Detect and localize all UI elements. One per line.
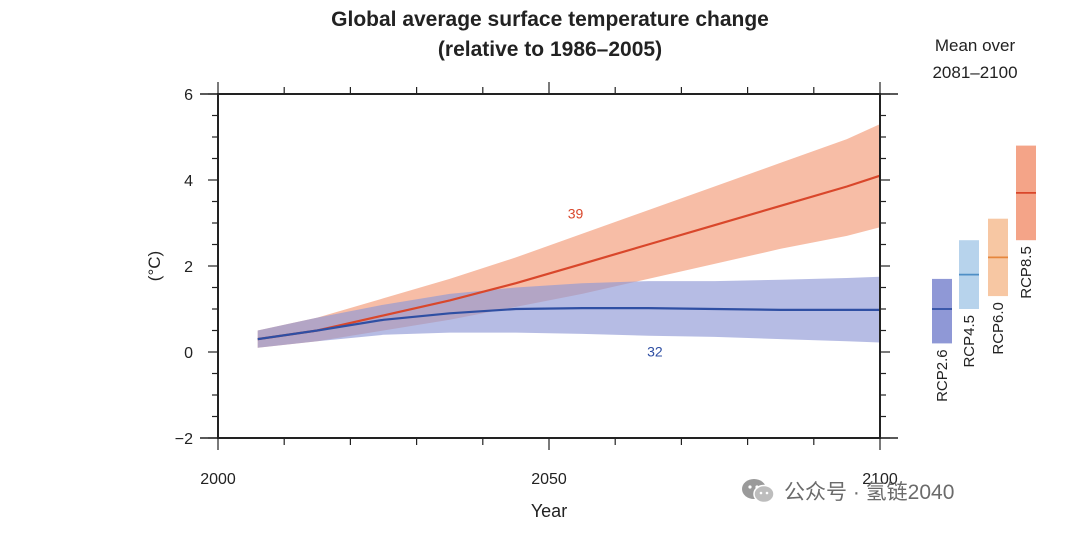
mean-line-rcp85 [257, 174, 881, 341]
annotation-rcp85-count: 39 [568, 206, 584, 222]
y-tick-label: −2 [175, 431, 193, 448]
side-bar-rcp26 [932, 278, 952, 344]
band-rcp26 [257, 276, 880, 348]
chart-title: Global average surface temperature chang… [331, 8, 769, 31]
annotation-rcp26-count: 32 [647, 343, 663, 359]
x-tick-label: 2050 [531, 471, 567, 488]
side-bar-label-rcp45: RCP4.5 [961, 315, 978, 368]
side-panel-title-line2: 2081–2100 [932, 63, 1018, 82]
side-bar-label-rcp26: RCP2.6 [934, 349, 951, 402]
y-tick-label: 4 [184, 173, 193, 190]
wechat-icon [742, 479, 775, 504]
side-bar-label-rcp60: RCP6.0 [990, 302, 1007, 355]
watermark: 公众号 · 氢链2040 [740, 474, 954, 508]
band-rcp85 [257, 124, 880, 348]
y-tick-label: 6 [184, 87, 193, 104]
x-tick-label: 2000 [200, 471, 236, 488]
y-axis-label: (°C) [145, 251, 164, 281]
side-panel-title-line1: Mean over [934, 36, 1016, 55]
side-bar-label-rcp85: RCP8.5 [1018, 246, 1035, 299]
x-tick-label: 2100 [862, 471, 898, 488]
y-tick-label: 2 [184, 259, 193, 276]
y-tick-label: 0 [184, 345, 193, 362]
watermark-text: 公众号 · 氢链2040 [784, 481, 955, 504]
chart-subtitle: (relative to 1986–2005) [437, 38, 663, 61]
mean-line-rcp26 [257, 307, 880, 341]
x-axis-label: Year [531, 501, 567, 521]
